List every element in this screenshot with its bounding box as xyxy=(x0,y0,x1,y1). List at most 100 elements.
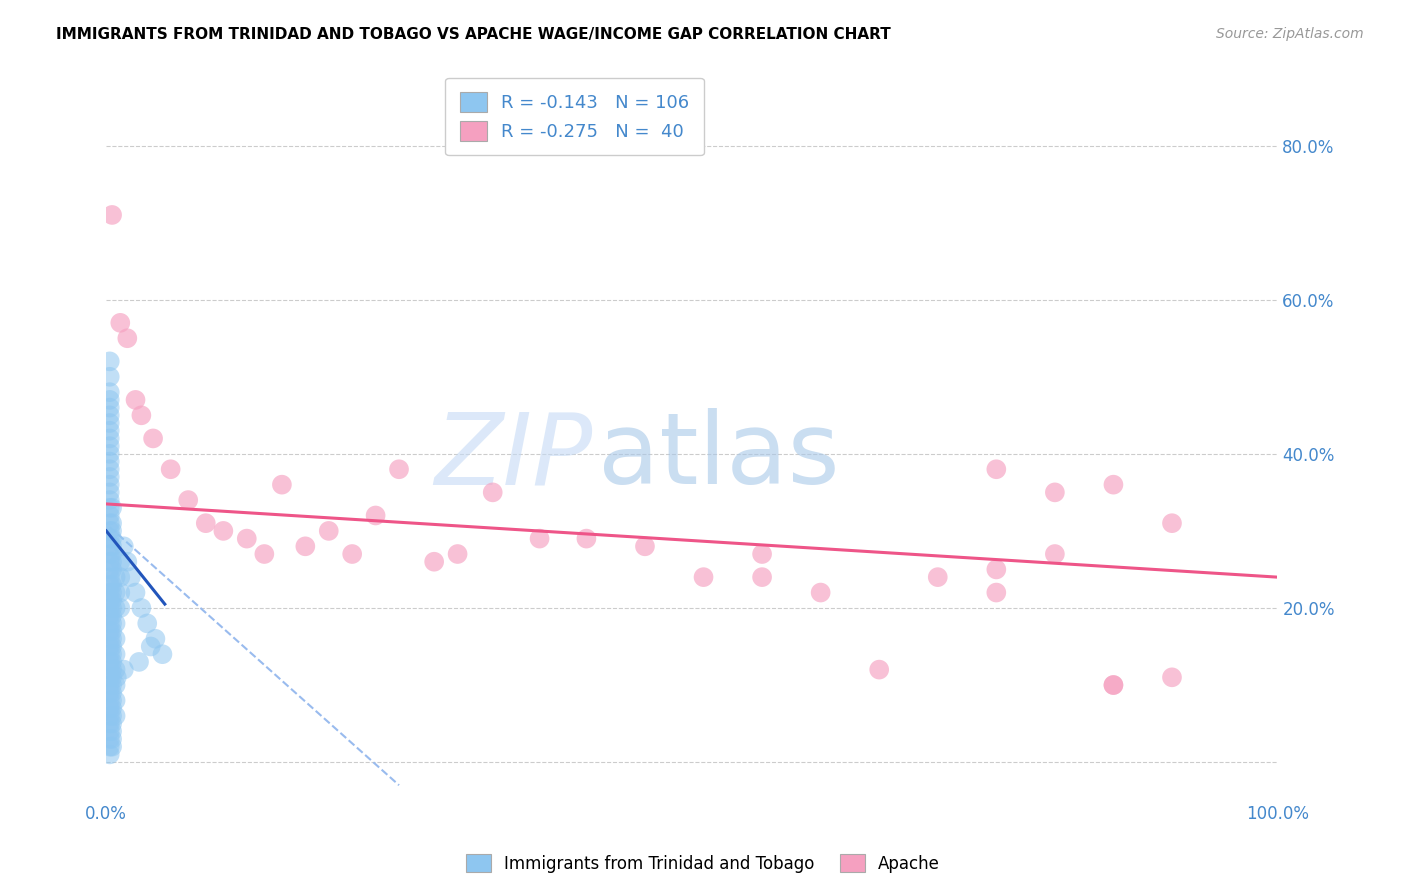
Point xyxy=(751,570,773,584)
Point xyxy=(98,724,121,739)
Point xyxy=(98,539,121,553)
Point xyxy=(159,462,181,476)
Point xyxy=(294,539,316,553)
Point xyxy=(101,516,124,531)
Point xyxy=(98,701,121,715)
Point xyxy=(98,385,121,400)
Point xyxy=(101,709,124,723)
Point xyxy=(98,508,121,523)
Point xyxy=(101,716,124,731)
Point xyxy=(1043,547,1066,561)
Text: atlas: atlas xyxy=(598,408,839,505)
Point xyxy=(98,447,121,461)
Text: Source: ZipAtlas.com: Source: ZipAtlas.com xyxy=(1216,27,1364,41)
Point xyxy=(98,570,121,584)
Point xyxy=(101,731,124,746)
Text: ZIP: ZIP xyxy=(434,408,592,505)
Point xyxy=(152,647,174,661)
Point xyxy=(101,670,124,684)
Point xyxy=(98,555,121,569)
Point xyxy=(481,485,503,500)
Point xyxy=(751,547,773,561)
Point xyxy=(98,424,121,438)
Point xyxy=(1102,678,1125,692)
Point xyxy=(388,462,411,476)
Point xyxy=(446,547,468,561)
Point xyxy=(124,392,146,407)
Point xyxy=(98,640,121,654)
Point xyxy=(98,747,121,762)
Point xyxy=(98,439,121,453)
Point xyxy=(101,539,124,553)
Point xyxy=(98,532,121,546)
Point xyxy=(104,632,127,646)
Point xyxy=(101,601,124,615)
Point xyxy=(110,570,132,584)
Point xyxy=(364,508,387,523)
Point xyxy=(98,477,121,491)
Point xyxy=(810,585,832,599)
Point xyxy=(98,409,121,423)
Point xyxy=(98,647,121,661)
Point xyxy=(98,578,121,592)
Point xyxy=(139,640,162,654)
Point xyxy=(253,547,276,561)
Point xyxy=(575,532,598,546)
Point xyxy=(131,409,153,423)
Point xyxy=(98,432,121,446)
Point xyxy=(98,670,121,684)
Point xyxy=(98,601,121,615)
Point xyxy=(98,470,121,484)
Point xyxy=(98,524,121,538)
Point xyxy=(98,709,121,723)
Point xyxy=(101,724,124,739)
Point xyxy=(124,585,146,599)
Point xyxy=(318,524,340,538)
Point xyxy=(98,624,121,638)
Point xyxy=(112,663,135,677)
Point xyxy=(101,524,124,538)
Point xyxy=(101,208,124,222)
Point xyxy=(98,693,121,707)
Point xyxy=(98,516,121,531)
Point xyxy=(120,570,142,584)
Point xyxy=(1161,670,1184,684)
Point xyxy=(104,678,127,692)
Point xyxy=(101,693,124,707)
Point xyxy=(101,608,124,623)
Point xyxy=(98,500,121,515)
Point xyxy=(110,585,132,599)
Point xyxy=(194,516,217,531)
Point xyxy=(101,739,124,754)
Point xyxy=(98,632,121,646)
Point xyxy=(98,454,121,468)
Point xyxy=(101,647,124,661)
Point xyxy=(131,601,153,615)
Point xyxy=(98,585,121,599)
Point xyxy=(104,663,127,677)
Point xyxy=(104,693,127,707)
Point xyxy=(105,670,128,684)
Point xyxy=(101,678,124,692)
Point xyxy=(101,547,124,561)
Point xyxy=(101,578,124,592)
Point xyxy=(117,331,139,345)
Point xyxy=(98,739,121,754)
Point xyxy=(117,555,139,569)
Point xyxy=(104,570,127,584)
Point xyxy=(529,532,551,546)
Point xyxy=(212,524,235,538)
Point xyxy=(110,601,132,615)
Point xyxy=(986,462,1008,476)
Point xyxy=(1102,477,1125,491)
Point xyxy=(101,701,124,715)
Point xyxy=(98,716,121,731)
Point xyxy=(104,709,127,723)
Point xyxy=(98,547,121,561)
Point xyxy=(101,640,124,654)
Point xyxy=(101,532,124,546)
Point xyxy=(128,655,150,669)
Legend: Immigrants from Trinidad and Tobago, Apache: Immigrants from Trinidad and Tobago, Apa… xyxy=(460,847,946,880)
Point xyxy=(692,570,714,584)
Point xyxy=(1102,678,1125,692)
